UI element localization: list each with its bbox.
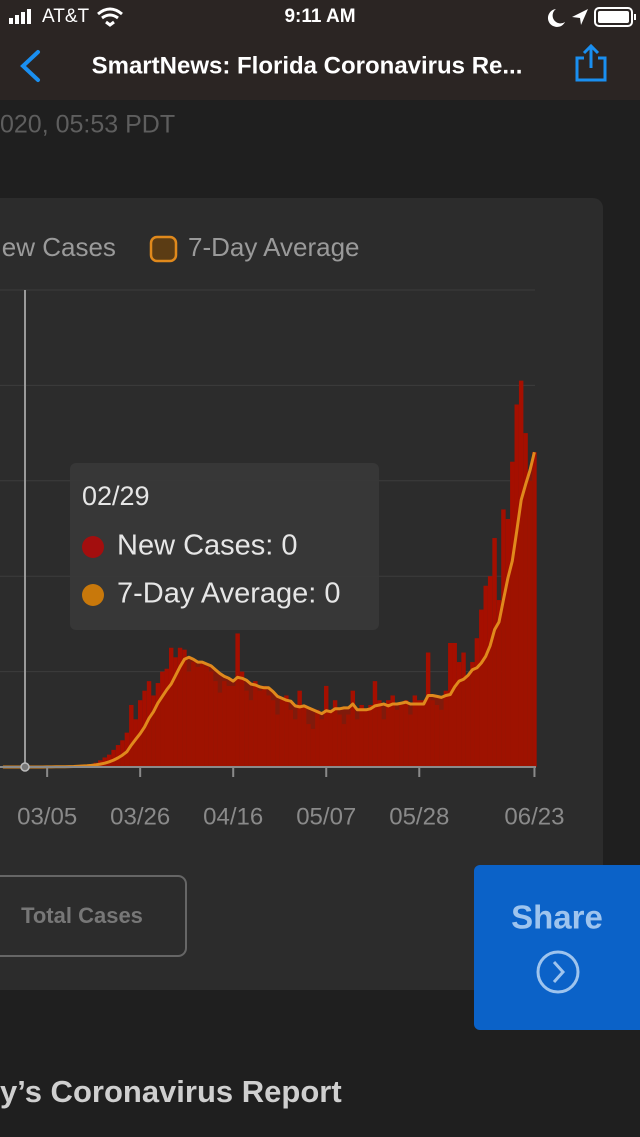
battery-level xyxy=(598,11,629,23)
date-line: 020, 05:53 PDT xyxy=(0,111,175,139)
line xyxy=(2,451,536,769)
share-icon[interactable] xyxy=(575,43,607,82)
nav-title: SmartNews: Florida Coronavirus Re... xyxy=(92,52,523,79)
legend-label: 7-Day Average xyxy=(188,232,360,262)
location-icon xyxy=(572,9,588,25)
bar xyxy=(532,452,537,767)
bar xyxy=(111,749,116,767)
x-tick-label: 03/05 xyxy=(17,803,77,830)
section-heading: y’s Coronavirus Report xyxy=(0,1074,342,1109)
share-arrow xyxy=(552,960,566,984)
x-tick-label: 05/07 xyxy=(296,803,356,830)
tooltip-line: New Cases: 0 xyxy=(117,530,298,562)
x-tick-label: 05/28 xyxy=(389,803,449,830)
total-cases-button[interactable] xyxy=(0,875,187,957)
signal-icon xyxy=(9,9,31,24)
tooltip-point xyxy=(20,762,30,772)
bar xyxy=(115,745,121,767)
bar xyxy=(129,704,134,767)
wifi-icon xyxy=(97,7,123,27)
back-button[interactable] xyxy=(20,50,40,82)
legend-swatch xyxy=(149,235,178,263)
battery xyxy=(594,7,633,27)
x-tick-label: 06/23 xyxy=(504,803,564,830)
moon-icon xyxy=(547,9,565,27)
total-cases-label: Total Cases xyxy=(21,903,143,928)
x-tick-label: 04/16 xyxy=(203,803,263,830)
share-arrow-circle xyxy=(536,950,580,994)
tooltip-date: 02/29 xyxy=(82,481,150,511)
clock: 9:11 AM xyxy=(284,6,355,27)
carrier: AT&T xyxy=(42,6,90,27)
tooltip-box xyxy=(70,463,379,630)
tooltip-dot xyxy=(82,584,104,606)
legend-label: New Cases xyxy=(0,232,116,262)
tooltip-dot xyxy=(82,536,104,558)
line-area xyxy=(2,452,535,767)
chart: New Cases 7-Day Average 03/05 03/26 04/16 05/… xyxy=(0,232,564,830)
share-button[interactable] xyxy=(474,865,640,1030)
x-tick-label: 03/26 xyxy=(110,803,170,830)
battery-tip xyxy=(634,14,636,20)
share-label: Share xyxy=(511,899,603,936)
tooltip-line: 7-Day Average: 0 xyxy=(117,578,341,610)
